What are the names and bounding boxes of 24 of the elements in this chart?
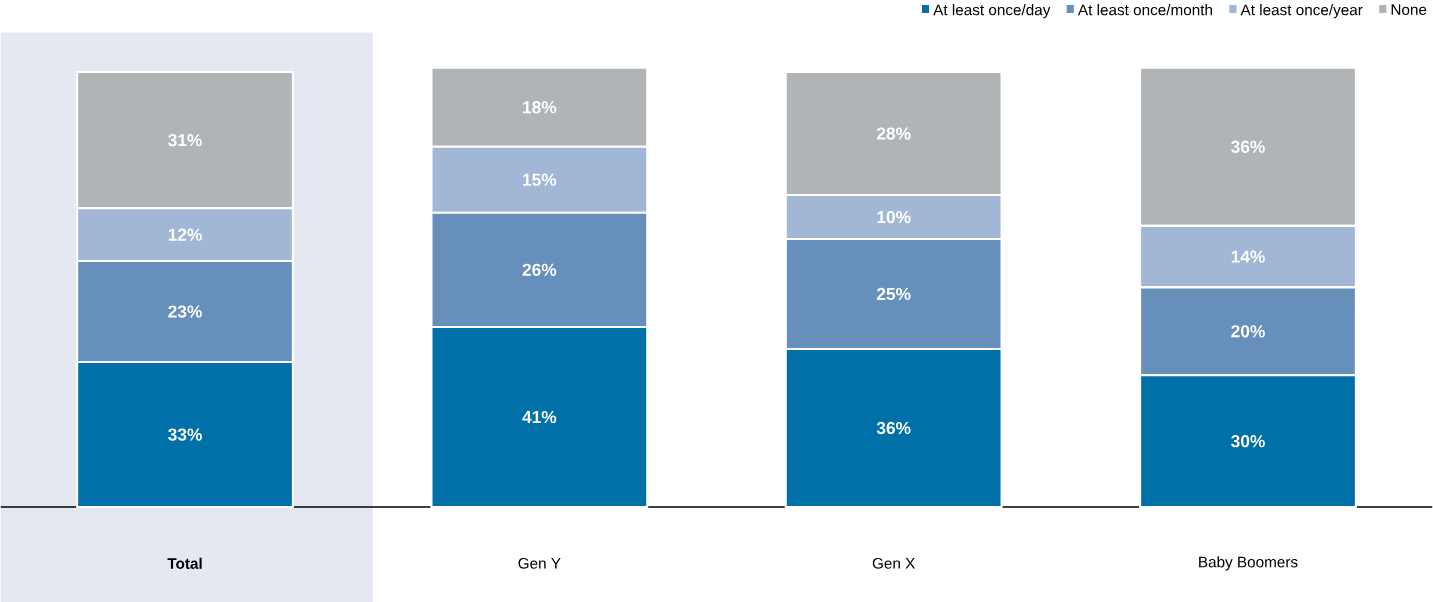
data-label: 20% bbox=[1231, 325, 1265, 338]
x-tick-label: Gen X bbox=[872, 557, 915, 569]
legend-label: At least once/day bbox=[933, 4, 1051, 19]
x-tick-label: Baby Boomers bbox=[1199, 556, 1298, 571]
data-label: 15% bbox=[523, 173, 557, 186]
data-label: 23% bbox=[168, 305, 202, 318]
legend-label: At least once/year bbox=[1240, 4, 1363, 19]
x-tick-label: Gen Y bbox=[518, 557, 561, 569]
data-label: 14% bbox=[1231, 250, 1265, 263]
data-label: 10% bbox=[877, 210, 911, 224]
data-label: 25% bbox=[876, 287, 911, 301]
data-label: 31% bbox=[168, 134, 202, 147]
data-label: 36% bbox=[1231, 140, 1265, 153]
data-label: 33% bbox=[168, 428, 202, 441]
data-label: 18% bbox=[523, 101, 557, 114]
legend-label: At least once/month bbox=[1077, 4, 1212, 16]
data-label: 30% bbox=[1231, 435, 1265, 448]
x-tick-label: Total bbox=[167, 557, 202, 569]
legend-label: None bbox=[1391, 4, 1427, 15]
data-label: 36% bbox=[876, 421, 911, 435]
data-label: 26% bbox=[522, 263, 557, 276]
data-label: 12% bbox=[168, 228, 202, 241]
data-label: 28% bbox=[876, 127, 911, 140]
data-label: 41% bbox=[522, 410, 557, 424]
